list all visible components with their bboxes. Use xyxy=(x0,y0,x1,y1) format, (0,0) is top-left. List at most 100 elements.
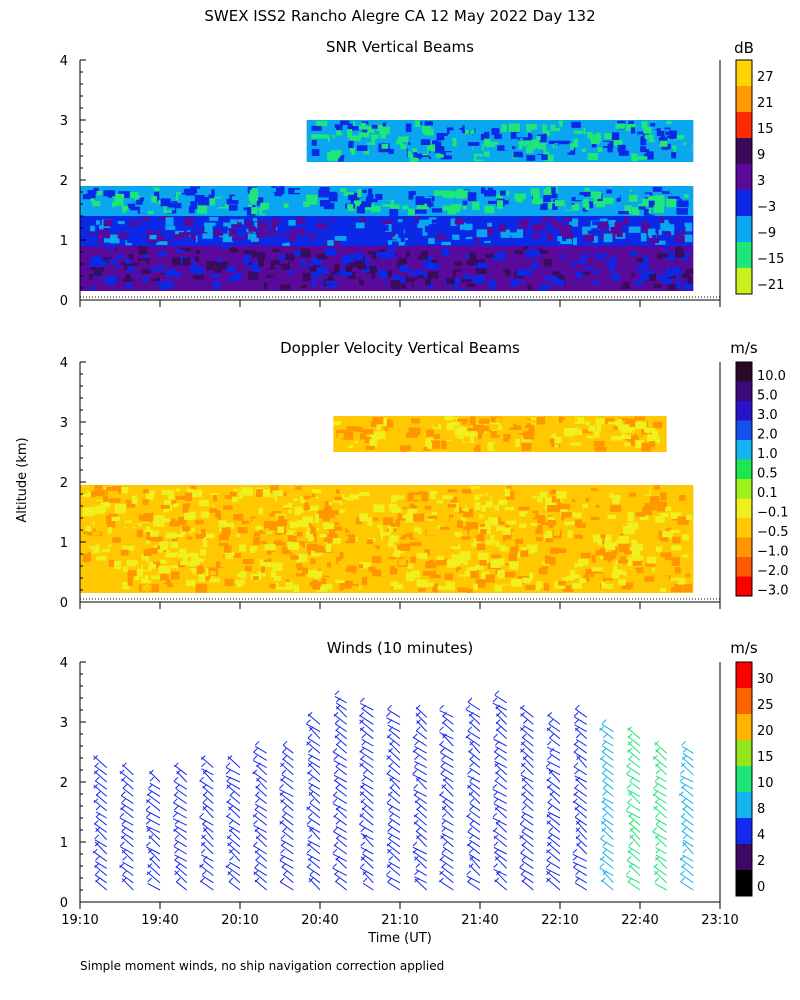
field-cell xyxy=(325,220,332,225)
field-cell xyxy=(243,250,250,254)
field-cell xyxy=(641,266,648,275)
wind-barb-flag xyxy=(625,805,631,811)
field-cell xyxy=(516,132,529,138)
field-cell xyxy=(617,559,629,564)
field-cell xyxy=(281,234,287,244)
field-cell xyxy=(168,510,177,518)
wind-barb xyxy=(495,821,508,833)
field-cell xyxy=(579,149,586,157)
field-cell xyxy=(644,273,656,281)
field-cell xyxy=(176,249,185,253)
field-cell xyxy=(436,525,443,529)
wind-barb-flag xyxy=(200,755,206,760)
field-cell xyxy=(197,188,206,195)
field-cell xyxy=(533,275,543,280)
field-cell xyxy=(127,570,140,577)
field-cell xyxy=(396,260,405,268)
field-cell xyxy=(617,204,624,209)
wind-barb-flag xyxy=(121,827,127,832)
field-cell xyxy=(637,156,648,160)
field-cell xyxy=(637,134,644,139)
field-cell xyxy=(401,509,408,515)
wind-barb xyxy=(441,825,454,833)
field-cell xyxy=(634,281,644,286)
field-cell xyxy=(271,505,283,512)
field-cell xyxy=(617,144,624,152)
wind-barb xyxy=(94,765,107,776)
field-cell xyxy=(614,222,624,228)
wind-barb xyxy=(600,757,614,769)
wind-barb-flag xyxy=(69,856,73,860)
field-cell xyxy=(165,217,174,226)
y-tick-label: 1 xyxy=(60,836,68,851)
wind-barb xyxy=(174,854,187,862)
field-cell xyxy=(449,130,459,138)
wind-barb-flag xyxy=(256,776,261,782)
wind-barb-flag xyxy=(492,827,498,832)
wind-barb-flag xyxy=(469,820,475,825)
field-cell xyxy=(456,418,469,422)
field-cell xyxy=(218,588,224,593)
field-cell xyxy=(475,579,486,588)
field-cell xyxy=(129,221,138,227)
field-cell xyxy=(397,499,409,508)
field-cell xyxy=(463,557,468,565)
field-cell xyxy=(310,258,323,266)
field-cell xyxy=(240,570,246,579)
y-tick-label: 2 xyxy=(60,174,68,189)
wind-barb-flag xyxy=(654,877,660,883)
field-cell xyxy=(641,416,652,421)
wind-barb-flag xyxy=(254,877,260,883)
field-cell xyxy=(236,536,245,541)
field-cell xyxy=(196,565,203,575)
wind-barb xyxy=(253,871,267,884)
field-cell xyxy=(158,251,167,257)
field-cell xyxy=(211,504,219,512)
field-cell xyxy=(190,233,196,240)
field-cell xyxy=(416,133,425,141)
wind-barb-flag xyxy=(334,870,339,876)
field-cell xyxy=(492,256,498,261)
field-cell xyxy=(372,417,384,425)
wind-barb xyxy=(280,839,294,848)
wind-barb-flag xyxy=(225,769,231,775)
field-cell xyxy=(282,568,294,574)
wind-barb xyxy=(332,751,347,761)
field-cell xyxy=(424,549,430,556)
wind-barb xyxy=(202,802,214,812)
field-cell xyxy=(607,143,613,153)
wind-barb-flag xyxy=(680,812,686,818)
wind-barb-flag xyxy=(439,856,445,861)
wind-barb-flag xyxy=(602,733,608,739)
field-cell xyxy=(594,270,599,276)
field-cell xyxy=(192,274,204,280)
wind-barb xyxy=(332,803,347,812)
field-cell xyxy=(206,261,216,270)
field-cell xyxy=(150,539,160,546)
wind-barb xyxy=(361,746,374,754)
field-cell xyxy=(106,263,116,269)
field-cell xyxy=(506,485,512,490)
colorbar-label: 2.0 xyxy=(757,427,778,442)
field-cell xyxy=(460,279,472,283)
wind-barb xyxy=(682,839,694,848)
field-cell xyxy=(356,206,365,214)
field-cell xyxy=(139,275,149,283)
field-cell xyxy=(322,512,335,522)
field-cell xyxy=(418,545,427,554)
field-cell xyxy=(462,204,467,212)
field-cell xyxy=(518,141,527,150)
wind-barb-flag xyxy=(360,863,365,868)
wind-barb-flag xyxy=(333,841,339,847)
field-cell xyxy=(654,516,665,523)
wind-barb xyxy=(119,864,134,877)
field-cell xyxy=(650,496,660,505)
wind-barb-flag xyxy=(280,834,286,840)
field-cell xyxy=(221,527,231,536)
field-cell xyxy=(393,277,406,283)
field-cell xyxy=(383,579,389,584)
wind-barb-flag xyxy=(519,820,525,825)
wind-barb-flag xyxy=(386,863,392,868)
field-cell xyxy=(475,275,485,283)
